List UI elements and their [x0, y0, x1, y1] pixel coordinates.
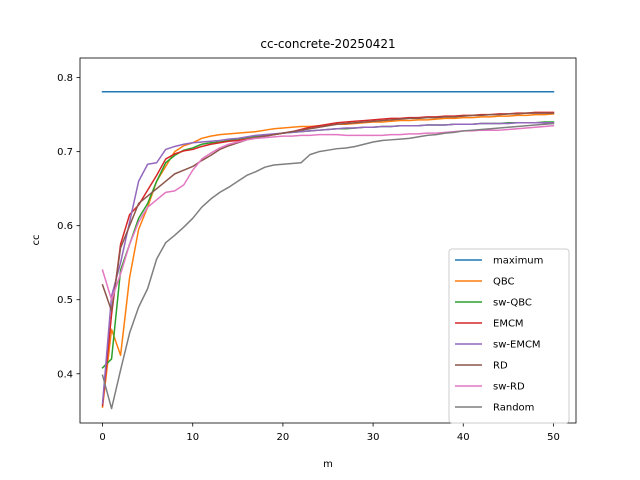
y-tick-label: 0.7	[57, 147, 73, 158]
legend-frame	[448, 248, 570, 424]
series-line-sw-emcm	[101, 122, 555, 405]
legend: maximum QBC sw-QBC EMCM sw-EMCM RD sw-RD Random	[448, 248, 570, 424]
legend-label: maximum	[493, 256, 543, 267]
x-tick-label: 0	[99, 432, 105, 443]
y-tick-label: 0.5	[57, 295, 73, 306]
legend-label: RD	[493, 361, 508, 372]
x-tick-label: 40	[457, 432, 470, 443]
x-axis: 0 10 20 30 40 50	[99, 423, 560, 443]
x-tick-label: 30	[367, 432, 380, 443]
legend-label: EMCM	[493, 319, 524, 330]
y-tick-label: 0.6	[57, 221, 73, 232]
legend-label: QBC	[493, 277, 515, 288]
legend-label: sw-QBC	[493, 298, 532, 309]
y-axis: 0.4 0.5 0.6 0.7 0.8	[57, 73, 80, 380]
y-tick-label: 0.8	[57, 73, 73, 84]
x-axis-label: m	[323, 459, 333, 470]
series-layer	[101, 90, 555, 410]
x-tick-label: 50	[547, 432, 560, 443]
y-axis-label: cc	[31, 235, 42, 246]
x-tick-label: 20	[277, 432, 290, 443]
series-line-random	[101, 122, 555, 410]
y-tick-label: 0.4	[57, 369, 73, 380]
legend-label: sw-RD	[493, 382, 525, 393]
plot-frame	[79, 57, 577, 424]
legend-label: Random	[493, 403, 534, 414]
x-tick-label: 10	[186, 432, 199, 443]
legend-label: sw-EMCM	[493, 340, 541, 351]
series-line-rd	[101, 112, 555, 312]
chart-title: cc-concrete-20250421	[260, 37, 395, 51]
